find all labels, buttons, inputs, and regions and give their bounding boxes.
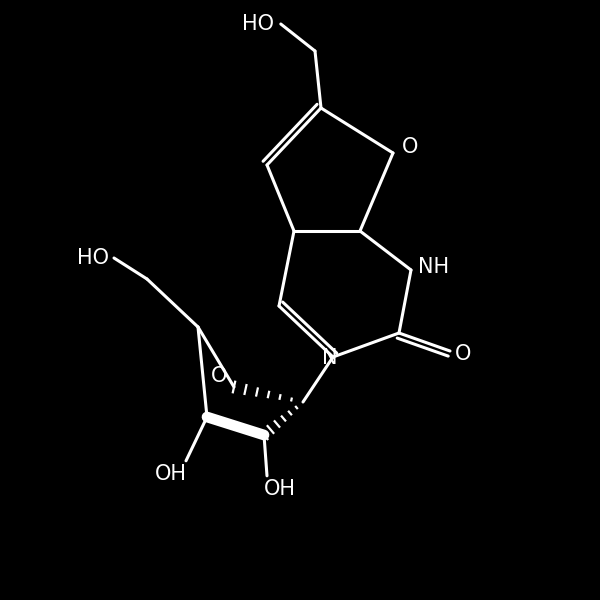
Text: O: O	[455, 344, 472, 364]
Text: O: O	[211, 366, 227, 386]
Text: OH: OH	[264, 479, 296, 499]
Text: HO: HO	[242, 14, 274, 34]
Text: NH: NH	[418, 257, 449, 277]
Text: OH: OH	[155, 464, 187, 484]
Text: O: O	[401, 137, 418, 157]
Text: HO: HO	[77, 248, 109, 268]
Text: N: N	[322, 348, 338, 368]
